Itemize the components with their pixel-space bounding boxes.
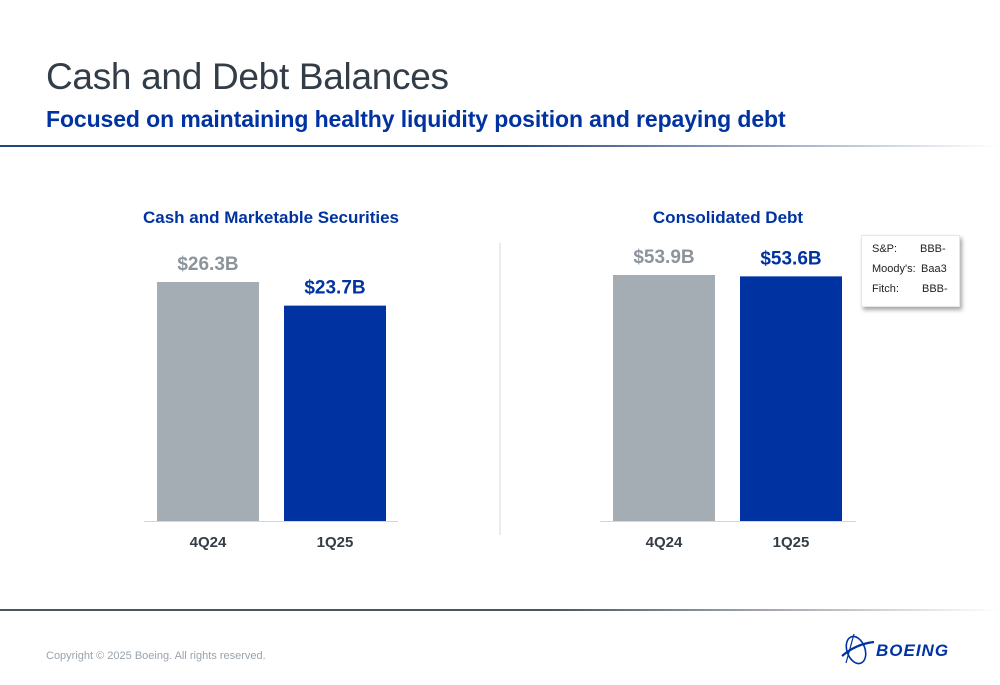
bar-1q25 [284,305,386,521]
chart-title: Cash and Marketable Securities [143,208,399,227]
category-label: 1Q25 [317,534,354,551]
bar-1q25 [740,276,842,521]
copyright-text: Copyright © 2025 Boeing. All rights rese… [46,650,266,662]
boeing-logo: BOEING [840,630,970,675]
bar-4q24 [157,282,259,521]
footer-divider [0,609,1000,611]
data-label: $23.7B [304,278,365,299]
category-label: 4Q24 [190,534,227,551]
category-label: 4Q24 [646,534,683,551]
rating-value: BBB- [920,243,946,255]
chart-title: Consolidated Debt [653,208,804,227]
bar-4q24 [613,275,715,521]
boeing-wordmark: BOEING [876,641,949,660]
data-label: $53.9B [633,247,694,268]
rating-agency-label: Moody's: [872,263,916,275]
category-label: 1Q25 [773,534,810,551]
page-title: Cash and Debt Balances [46,56,449,97]
rating-value: Baa3 [921,263,947,275]
rating-value: BBB- [922,283,948,295]
page-subtitle: Focused on maintaining healthy liquidity… [46,106,786,132]
charts-area: Cash and Marketable Securities $26.3B 4Q24… [143,208,856,551]
data-label: $53.6B [760,248,821,269]
boeing-symbol-icon [841,633,875,665]
data-label: $26.3B [177,254,238,275]
credit-ratings-box: S&P: BBB- Moody's: Baa3 Fitch: BBB- [861,235,960,307]
rating-agency-label: Fitch: [872,283,899,295]
header-divider [0,145,1000,147]
rating-agency-label: S&P: [872,243,898,255]
